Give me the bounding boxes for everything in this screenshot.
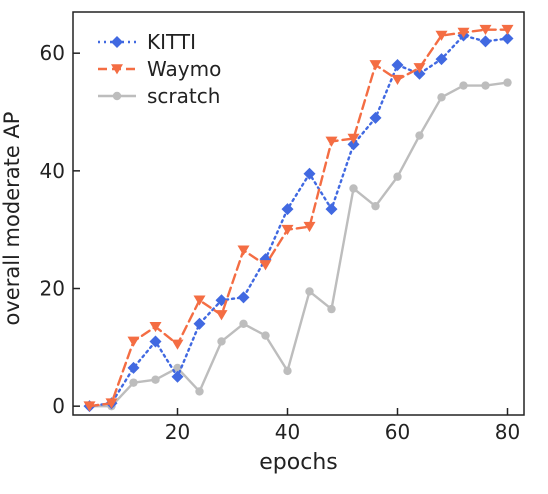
legend: KITTI Waymo scratch (98, 30, 221, 108)
data-point-scratch (459, 81, 468, 90)
data-point-waymo (149, 321, 162, 333)
legend-marker (111, 36, 123, 48)
data-point-kitti (171, 370, 184, 383)
data-point-scratch (349, 184, 358, 193)
data-point-waymo (127, 336, 140, 347)
data-point-waymo (479, 24, 492, 36)
series-line-scratch (88, 81, 509, 408)
data-point-scratch (437, 93, 446, 102)
data-point-scratch (415, 131, 424, 140)
y-tick-label: 60 (40, 41, 65, 65)
series-layer (83, 24, 514, 413)
x-axis-label: epochs (259, 450, 337, 475)
data-point-waymo (259, 260, 272, 271)
series-scratch (85, 78, 512, 411)
y-axis-label: overall moderate AP (0, 112, 24, 326)
y-tick-label: 20 (40, 277, 65, 301)
legend-marker (111, 64, 123, 75)
data-point-scratch (481, 81, 490, 90)
data-point-waymo (237, 245, 250, 256)
data-point-waymo (193, 295, 206, 306)
x-tick-label: 60 (385, 420, 410, 444)
y-axis-ticks: 0 20 40 60 (40, 41, 80, 418)
data-point-waymo (281, 224, 294, 236)
series-waymo (83, 24, 514, 412)
data-point-kitti (281, 203, 294, 216)
data-point-kitti (435, 53, 448, 66)
data-point-waymo (369, 60, 382, 71)
x-axis-ticks: 20 40 60 80 (165, 408, 520, 444)
plot-frame (72, 11, 525, 416)
data-point-kitti (347, 138, 360, 151)
data-point-kitti (325, 203, 338, 216)
series-line-waymo (88, 28, 509, 408)
series-line-kitti (88, 34, 509, 408)
data-point-scratch (503, 78, 512, 87)
data-point-scratch (327, 304, 336, 314)
legend-label: Waymo (147, 57, 221, 81)
data-point-waymo (215, 310, 228, 321)
data-point-waymo (501, 24, 514, 36)
data-point-waymo (171, 339, 184, 350)
data-point-kitti (149, 335, 162, 348)
data-point-kitti (237, 291, 250, 304)
data-point-scratch (239, 319, 248, 329)
data-point-waymo (303, 221, 316, 233)
data-point-kitti (391, 58, 404, 71)
data-point-kitti (501, 32, 514, 45)
legend-label: KITTI (147, 30, 196, 54)
y-tick-label: 0 (52, 394, 65, 418)
data-point-scratch (305, 287, 314, 296)
data-point-waymo (457, 27, 470, 38)
data-point-waymo (83, 401, 96, 412)
legend-item-kitti: KITTI (98, 30, 196, 54)
data-point-waymo (347, 133, 360, 144)
data-point-scratch (393, 172, 402, 181)
legend-label: scratch (147, 84, 220, 108)
data-point-waymo (325, 136, 338, 147)
plot-area (72, 11, 525, 416)
data-point-scratch (261, 331, 270, 340)
data-point-kitti (193, 317, 206, 330)
data-point-scratch (129, 378, 138, 387)
data-point-waymo (413, 63, 426, 74)
x-tick-label: 20 (165, 420, 190, 444)
x-tick-label: 80 (495, 420, 520, 444)
series-kitti (83, 29, 514, 413)
data-point-scratch (217, 337, 226, 346)
data-point-waymo (105, 398, 118, 409)
y-tick-label: 40 (40, 159, 65, 183)
data-point-kitti (369, 111, 382, 124)
x-tick-label: 40 (275, 420, 300, 444)
data-point-scratch (283, 366, 292, 376)
data-point-waymo (391, 74, 404, 86)
data-point-waymo (435, 30, 448, 41)
legend-item-waymo: Waymo (98, 57, 221, 81)
data-point-kitti (303, 167, 316, 180)
legend-marker (112, 91, 122, 101)
data-point-scratch (371, 201, 380, 211)
data-point-scratch (151, 375, 160, 384)
legend-item-scratch: scratch (98, 84, 220, 108)
data-point-scratch (195, 387, 204, 396)
data-point-kitti (127, 361, 140, 374)
data-point-kitti (479, 35, 492, 48)
